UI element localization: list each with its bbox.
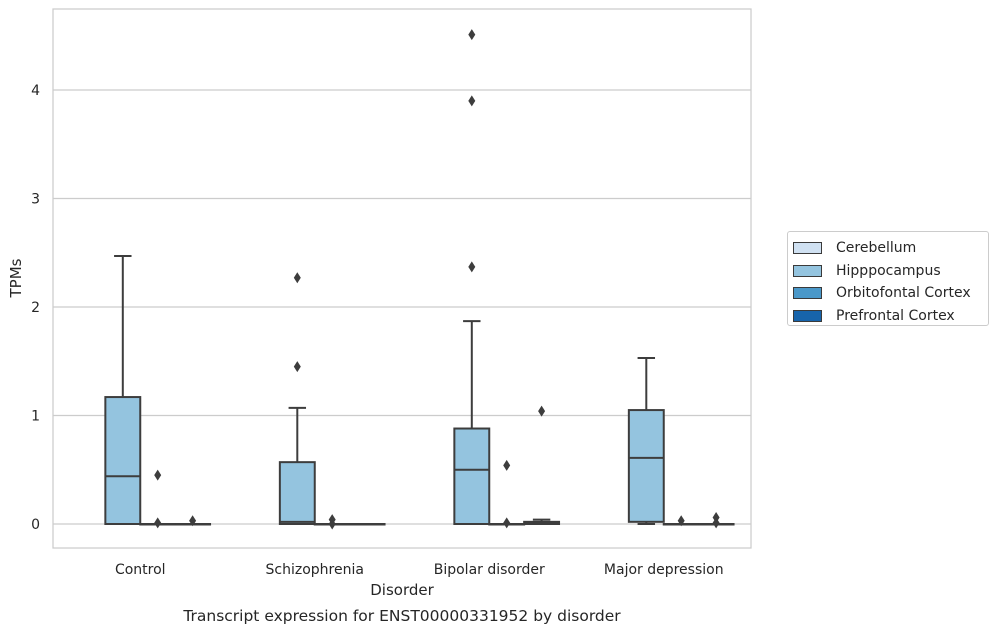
box-body — [453, 427, 491, 525]
x-tick-label-1: Schizophrenia — [266, 562, 364, 578]
outlier-1 — [712, 511, 720, 523]
box-2-1 — [313, 514, 351, 530]
legend-swatch-cerebellum — [793, 242, 822, 255]
box-2-0 — [139, 469, 177, 529]
outlier-1 — [503, 459, 511, 471]
outlier-0 — [468, 261, 476, 273]
box-body — [627, 409, 665, 523]
y-tick-labels: 0 1 2 3 4 — [31, 83, 40, 533]
legend-item-prefrontal: Prefrontal Cortex — [793, 305, 988, 328]
legend-label-orbitofrontal: Orbitofontal Cortex — [836, 285, 971, 302]
legend-label-prefrontal: Prefrontal Cortex — [836, 307, 955, 324]
outlier-0 — [154, 517, 162, 529]
box-1-0 — [104, 255, 142, 525]
y-axis-label: TPMs — [7, 258, 25, 298]
x-tick-label-3: Major depression — [604, 562, 724, 578]
legend-label-cerebellum: Cerebellum — [836, 240, 917, 257]
x-axis-label: Disorder — [370, 581, 434, 599]
outlier-1 — [468, 95, 476, 107]
outlier-1 — [293, 272, 301, 284]
box-plots — [104, 29, 735, 530]
box-1-2 — [453, 29, 491, 525]
x-tick-label-0: Control — [115, 562, 166, 578]
outlier-0 — [293, 361, 301, 373]
legend: Cerebellum Hipppocampus Orbitofontal Cor… — [787, 231, 989, 326]
outlier-1 — [328, 514, 336, 526]
plot-frame — [52, 8, 752, 549]
x-tick-labels: Control Schizophrenia Bipolar disorder Majo… — [115, 562, 724, 578]
y-tick-label-2: 2 — [31, 300, 40, 316]
box-body — [278, 461, 316, 525]
outlier-1 — [154, 469, 162, 481]
y-tick-label-4: 4 — [31, 83, 40, 99]
box-2-3 — [662, 515, 700, 527]
outlier-0 — [538, 405, 546, 417]
y-tick-label-0: 0 — [31, 517, 40, 533]
box-3-1 — [348, 523, 386, 526]
chart-title: Transcript expression for ENST0000033195… — [182, 607, 621, 625]
legend-item-orbitofrontal: Orbitofontal Cortex — [793, 282, 988, 305]
legend-item-hippocampus: Hipppocampus — [793, 260, 988, 283]
box-body — [104, 396, 142, 525]
x-tick-label-2: Bipolar disorder — [434, 562, 545, 578]
y-tick-label-3: 3 — [31, 192, 40, 208]
box-3-0 — [174, 515, 212, 527]
legend-swatch-prefrontal — [793, 309, 822, 322]
outlier-0 — [189, 515, 197, 527]
outlier-0 — [677, 515, 685, 527]
legend-label-hippocampus: Hipppocampus — [836, 262, 941, 279]
outlier-0 — [503, 517, 511, 529]
box-1-1 — [278, 272, 316, 525]
legend-swatch-hippocampus — [793, 264, 822, 277]
y-tick-label-1: 1 — [31, 409, 40, 425]
box-3-2 — [523, 405, 561, 526]
outlier-2 — [468, 29, 476, 41]
box-3-3 — [697, 511, 735, 529]
box-2-2 — [488, 459, 526, 529]
legend-swatch-orbitofrontal — [793, 287, 822, 300]
box-1-3 — [627, 356, 665, 525]
legend-item-cerebellum: Cerebellum — [793, 237, 988, 260]
